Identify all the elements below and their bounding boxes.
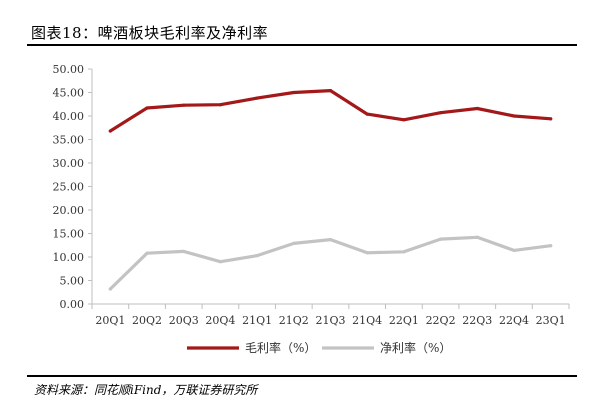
y-tick-label: 5.00 [60,275,85,288]
data-point [255,253,259,258]
y-tick-label: 40.00 [53,110,85,123]
data-point [292,241,296,245]
x-tick-label: 20Q4 [205,314,235,327]
source-note: 资料来源：同花顺iFind，万联证券研究所 [34,383,258,397]
data-point [328,238,333,242]
data-point [438,237,443,241]
data-point [108,129,112,133]
y-tick-label: 15.00 [53,228,85,241]
legend-net-margin-label: 净利率（%） [380,340,451,355]
data-point [512,114,516,118]
data-point [218,260,223,264]
data-point [182,103,186,107]
data-point [255,96,259,100]
data-point [292,90,296,95]
y-tick-label: 35.00 [53,134,85,147]
data-point [549,244,553,248]
x-tick-label: 22Q1 [389,314,419,327]
series-line-net-margin [108,235,553,291]
data-point [475,106,479,111]
x-tick-label: 20Q1 [95,314,125,327]
x-tick-label: 23Q1 [536,314,566,327]
header-rule [27,44,577,46]
y-tick-label: 45.00 [53,87,85,100]
y-tick-label: 0.00 [60,298,85,311]
x-tick-label: 21Q4 [352,314,382,327]
x-tick-label: 20Q2 [132,314,162,327]
data-point [402,118,406,122]
x-tick-label: 21Q3 [315,314,345,327]
data-point [108,287,112,291]
chart-area: 0.00 5.00 10.00 15.00 20.00 25.00 30.00 35.00 40… [27,48,577,370]
y-tick-label: 30.00 [53,157,85,170]
figure-header: 图表18：啤酒板块毛利率及净利率 [27,20,577,42]
y-tick-label: 20.00 [53,204,85,217]
x-tick-label: 21Q1 [242,314,272,327]
footer-rule [27,375,577,377]
data-point [365,112,369,116]
data-point [549,117,553,121]
y-tick-label: 10.00 [53,251,85,264]
data-point [182,249,186,253]
x-tick-label: 20Q3 [169,314,199,327]
data-point [475,235,479,239]
y-tick-label: 50.00 [53,63,85,76]
x-tick-label: 22Q4 [499,314,529,327]
data-point [365,251,369,255]
data-point [402,250,406,254]
data-point [328,89,333,93]
legend-gross-margin-label: 毛利率（%） [245,340,316,355]
figure-title: 图表18：啤酒板块毛利率及净利率 [31,24,269,42]
series-line-gross-margin [108,88,553,133]
data-point [218,103,223,107]
line-chart: 0.00 5.00 10.00 15.00 20.00 25.00 30.00 35.00 40… [53,63,570,355]
y-tick-label: 25.00 [53,181,85,194]
x-tick-label: 22Q3 [462,314,492,327]
data-point [438,111,443,115]
x-tick-label: 22Q2 [426,314,456,327]
x-tick-label: 21Q2 [279,314,309,327]
data-point [145,106,149,110]
data-point [145,251,149,255]
data-point [512,248,516,253]
